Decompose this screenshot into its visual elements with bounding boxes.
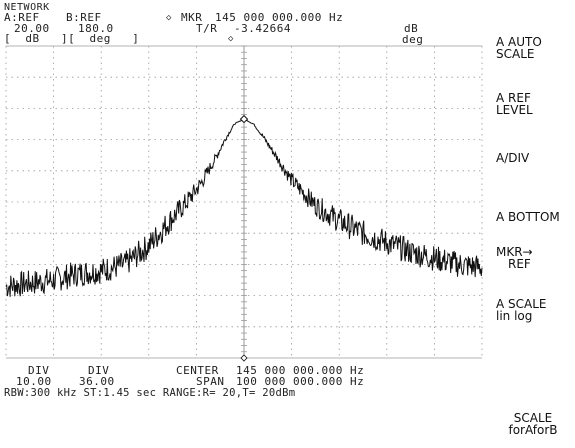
softkey-a-bottom[interactable]: A BOTTOM: [496, 187, 574, 235]
softkey-a-ref-level[interactable]: A REF LEVEL: [496, 68, 574, 128]
marker-diamond-icon: [239, 114, 249, 124]
softkey-mkr-ref[interactable]: MKR→ REF: [496, 222, 574, 282]
marker-unit-deg: deg: [402, 33, 424, 46]
span-label: SPAN: [196, 375, 225, 388]
softkey-line: LEVEL: [496, 103, 533, 117]
softkey-line: REF: [508, 257, 531, 271]
div-a-label: DIV: [28, 364, 50, 377]
b-ref-value: 180.0: [78, 22, 114, 35]
softkey-line: lin log: [496, 309, 533, 323]
marker-label: MKR: [181, 11, 203, 24]
softkey-scale-for-a-for-b[interactable]: SCALE forAforB: [494, 388, 572, 448]
softkey-a-div[interactable]: A/DIV: [496, 128, 574, 176]
div-a-value: 10.00: [16, 375, 52, 388]
softkey-a-auto-scale[interactable]: A AUTO SCALE: [496, 12, 574, 72]
marker-diamond-icon: ◇: [166, 13, 172, 23]
softkey-a-scale-lin-log[interactable]: A SCALE lin log: [496, 274, 574, 334]
center-bottom-diamond-icon: [240, 354, 248, 362]
softkey-line: MKR→: [496, 245, 533, 259]
analyzer-screen: [5, 45, 483, 362]
div-b-value: 36.00: [79, 375, 115, 388]
status-line: RBW:300 kHz ST:1.45 sec RANGE:R= 20,T= 2…: [4, 387, 296, 399]
graticule: [5, 45, 483, 359]
marker-group: [239, 114, 249, 362]
softkey-line: A REF: [496, 91, 531, 105]
softkey-line: A AUTO: [496, 35, 542, 49]
marker-unit-db: dB: [404, 22, 419, 35]
unit-brackets: [ dB ][ deg ]: [4, 32, 140, 45]
a-ref-value: 20.00: [14, 22, 50, 35]
a-ref-label: A:REF: [4, 11, 40, 24]
div-b-label: DIV: [88, 364, 110, 377]
mode-label: NETWORK: [4, 2, 50, 13]
softkey-line: SCALE: [496, 47, 535, 61]
span-value: 100 000 000.000 Hz: [236, 375, 365, 388]
softkey-line: forAforB: [508, 423, 558, 437]
b-ref-label: B:REF: [66, 11, 102, 24]
center-label: CENTER: [176, 364, 219, 377]
softkey-line: SCALE: [513, 411, 553, 425]
marker-sub-label: T/R: [196, 22, 218, 35]
center-value: 145 000 000.000 Hz: [236, 364, 365, 377]
softkey-line: A/DIV: [496, 151, 530, 165]
softkey-line: A SCALE: [496, 297, 547, 311]
marker-sub-diamond-icon: ◇: [228, 34, 234, 44]
marker-frequency: 145 000 000.000 Hz: [215, 11, 344, 24]
softkey-line: A BOTTOM: [496, 210, 560, 224]
marker-value: -3.42664: [234, 22, 291, 35]
